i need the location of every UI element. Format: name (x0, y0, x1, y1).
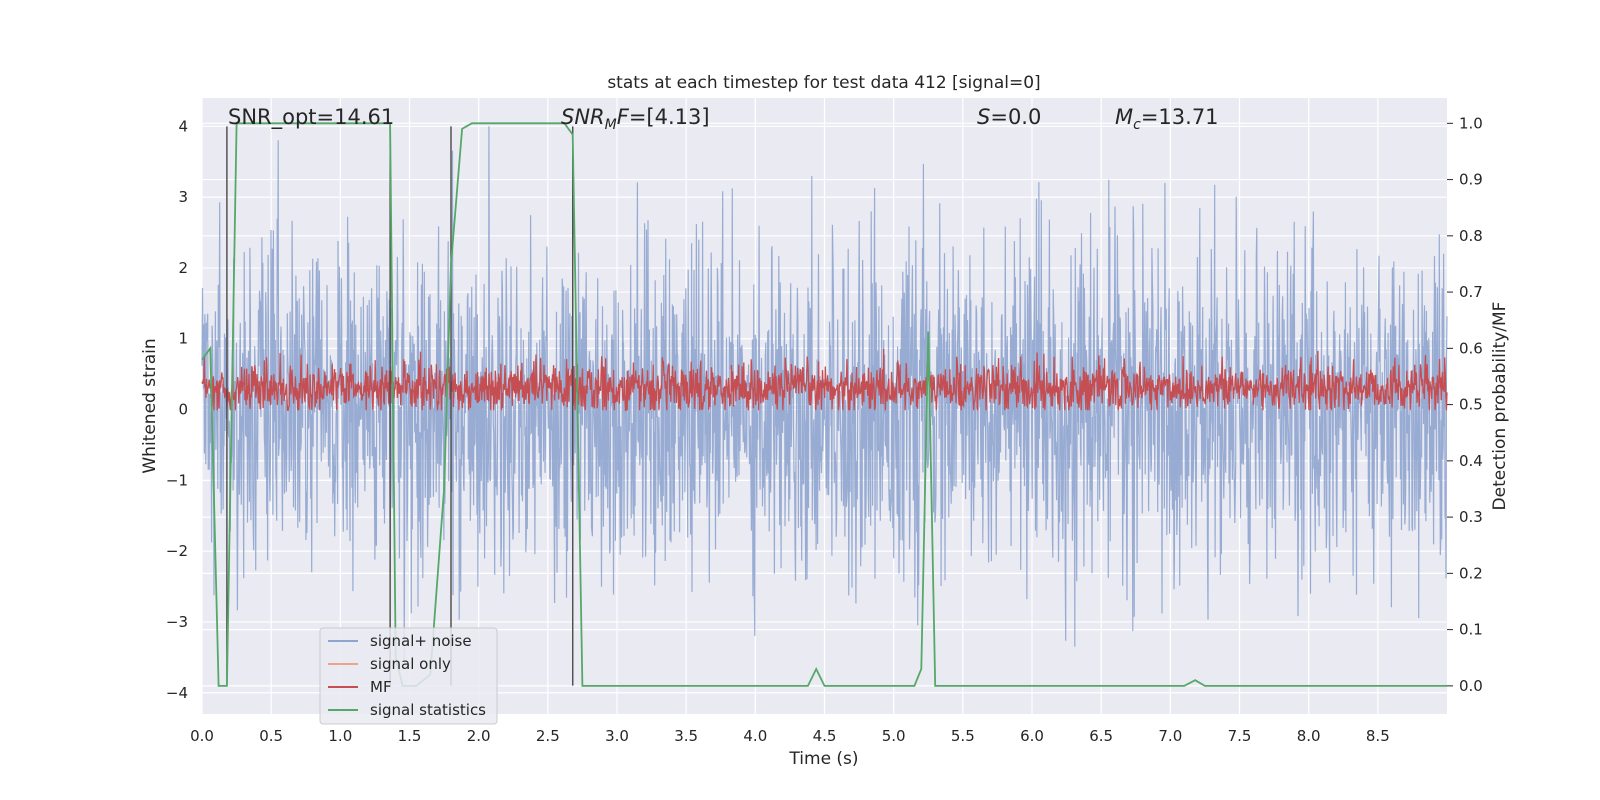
y-left-axis-label: Whitened strain (140, 338, 160, 473)
y-right-tick-label: 0.4 (1459, 452, 1483, 470)
y-right-tick-label: 0.6 (1459, 339, 1483, 357)
x-tick-label: 0.5 (259, 727, 283, 745)
y-left-tick-label: 0 (178, 401, 188, 419)
x-tick-label: 8.0 (1297, 727, 1321, 745)
legend-box (319, 627, 498, 725)
x-tick-label: 7.5 (1228, 727, 1252, 745)
series-signal-statistics (201, 122, 1447, 687)
x-tick-label: 6.5 (1089, 727, 1113, 745)
x-axis-label: Time (s) (788, 749, 858, 769)
annotation-s-value: S=0.0 (977, 105, 1041, 129)
y-left-tick-label: −3 (166, 613, 188, 631)
x-tick-label: 2.0 (467, 727, 491, 745)
legend-label-signal-statistics: signal statistics (370, 701, 486, 719)
y-right-tick-label: 0.9 (1459, 171, 1483, 189)
series-signal-noise (201, 126, 1448, 662)
y-right-tick-label: 0.5 (1459, 396, 1483, 414)
x-tick-label: 2.5 (536, 727, 560, 745)
x-tick-label: 7.0 (1158, 727, 1182, 745)
x-tick-label: 6.0 (1020, 727, 1044, 745)
y-right-tick-label: 0.8 (1459, 227, 1483, 245)
x-tick-label: 1.0 (328, 727, 352, 745)
annotation-snr-opt: SNR_opt=14.61 (228, 105, 394, 130)
y-right-tick-label: 0.3 (1459, 508, 1483, 526)
y-left-tick-label: −1 (166, 471, 188, 489)
mf-line (201, 348, 1448, 411)
noise-line (201, 126, 1448, 662)
x-tick-label: 5.5 (951, 727, 975, 745)
vertical-markers (226, 126, 574, 686)
legend-label-signal-only: signal only (370, 655, 451, 673)
legend-label-mf: MF (370, 678, 392, 696)
y-right-tick-label: 1.0 (1459, 114, 1483, 132)
legend: signal+ noise signal only MF signal stat… (319, 627, 498, 725)
annotation-mc-value: Mc=13.71 (1115, 105, 1219, 133)
x-tick-label: 3.0 (605, 727, 629, 745)
y-left-tick-label: 4 (178, 117, 188, 135)
legend-label-signal-noise: signal+ noise (370, 632, 472, 650)
series-mf (201, 348, 1448, 411)
x-tick-label: 1.5 (398, 727, 422, 745)
annotations: SNR_opt=14.61 SNRMF=[4.13] S=0.0 Mc=13.7… (228, 105, 1219, 133)
y-left-tick-label: −2 (166, 542, 188, 560)
y-left-tick-label: 1 (178, 330, 188, 348)
y-right-axis-label: Detection probability/MF (1490, 302, 1510, 511)
y-left-tick-label: −4 (166, 684, 188, 702)
x-axis-ticks: 0.0 0.5 1.0 1.5 2.0 2.5 3.0 3.5 4.0 4.5 5.0 5.5 6.0 6… (190, 727, 1390, 745)
x-tick-label: 5.0 (882, 727, 906, 745)
y-left-tick-label: 3 (178, 188, 188, 206)
x-tick-label: 0.0 (190, 727, 214, 745)
x-tick-label: 4.5 (813, 727, 837, 745)
annotation-snr-mf: SNRMF=[4.13] (561, 105, 710, 133)
x-tick-label: 4.0 (743, 727, 767, 745)
x-tick-label: 8.5 (1366, 727, 1390, 745)
chart-title: stats at each timestep for test data 412… (607, 73, 1040, 93)
x-tick-label: 3.5 (674, 727, 698, 745)
y-right-tick-label: 0.1 (1459, 621, 1483, 639)
y-right-tick-label: 0.2 (1459, 564, 1483, 582)
y-left-tick-label: 2 (178, 259, 188, 277)
y-right-tick-label: 0.0 (1459, 677, 1483, 695)
stats-line (201, 122, 1447, 687)
y-right-tick-label: 0.7 (1459, 283, 1483, 301)
y-left-axis-ticks: 4 3 2 1 0 −1 −2 −3 −4 (166, 117, 188, 701)
y-right-axis-ticks: 1.0 0.9 0.8 0.7 0.6 0.5 0.4 0.3 0.2 0.1 0.0 (1447, 114, 1483, 695)
